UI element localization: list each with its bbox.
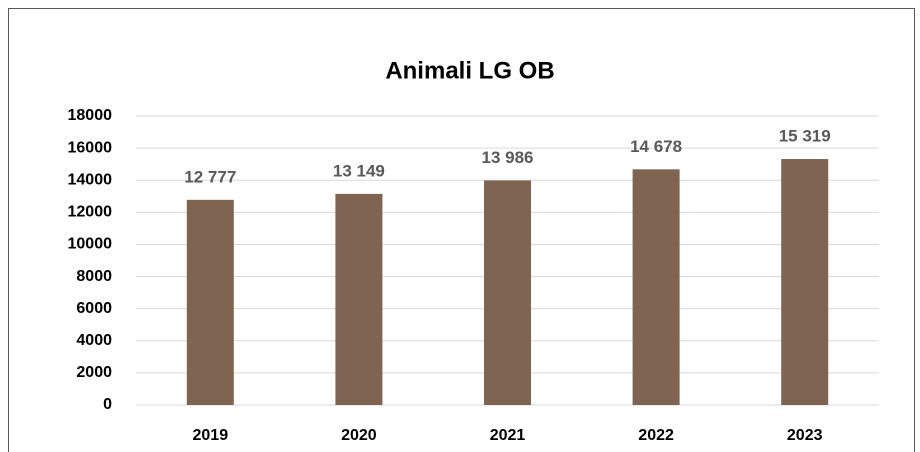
x-tick-label: 2023 — [787, 427, 823, 444]
x-tick-label: 2022 — [638, 427, 674, 444]
bar — [186, 199, 234, 405]
y-tick-label: 14000 — [68, 171, 113, 188]
x-tick-label: 2019 — [193, 427, 229, 444]
y-tick-label: 6000 — [76, 300, 112, 317]
y-tick-label: 2000 — [76, 364, 112, 381]
bar — [632, 169, 680, 405]
value-label: 13 986 — [482, 148, 534, 167]
y-tick-label: 4000 — [76, 332, 112, 349]
value-label: 13 149 — [333, 161, 385, 180]
bar — [335, 193, 383, 405]
y-tick-label: 12000 — [68, 204, 113, 221]
value-label: 12 777 — [184, 167, 236, 186]
y-tick-label: 8000 — [76, 268, 112, 285]
y-tick-label: 0 — [103, 396, 112, 413]
x-tick-label: 2021 — [490, 427, 526, 444]
chart-title: Animali LG OB — [385, 57, 554, 84]
y-tick-label: 16000 — [68, 139, 113, 156]
x-tick-label: 2020 — [341, 427, 377, 444]
chart-frame — [8, 8, 915, 452]
bar — [484, 180, 531, 405]
value-label: 15 319 — [779, 127, 831, 146]
bar — [781, 159, 829, 405]
y-tick-label: 18000 — [68, 107, 113, 124]
y-tick-label: 10000 — [68, 236, 113, 253]
value-label: 14 678 — [630, 137, 682, 156]
